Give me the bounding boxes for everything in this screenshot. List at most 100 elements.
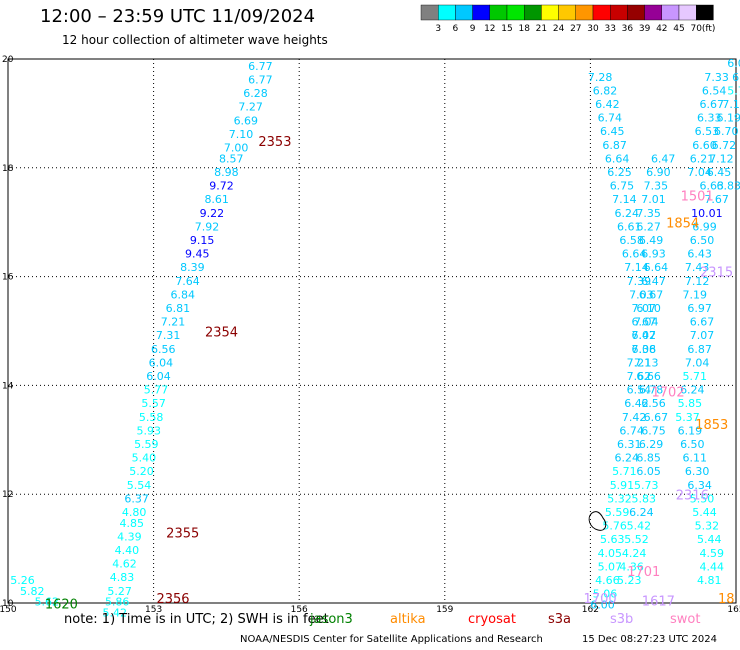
wave-height-label: 9.45	[185, 248, 210, 261]
wave-height-label: 5.32	[695, 520, 720, 533]
wave-height-label: 6.67	[644, 411, 669, 424]
wave-height-label: 5.26	[10, 574, 35, 587]
wave-height-label: 7.28	[588, 71, 613, 84]
x-tick-label: 156	[291, 605, 308, 615]
wave-height-label: 5.44	[692, 506, 717, 519]
wave-height-label: 5.77	[144, 384, 169, 397]
wave-height-label: 6.53	[695, 125, 720, 138]
wave-height-label: 8.39	[180, 261, 205, 274]
colorbar-swatch	[610, 4, 628, 21]
wave-height-label: 6.64	[622, 248, 647, 261]
wave-height-label: 4.24	[622, 547, 647, 560]
wave-height-label: 5.82	[20, 585, 45, 598]
wave-height-label: 7.43	[685, 261, 710, 274]
sat-legend-swot: swot	[670, 612, 701, 627]
colorbar-tick-label: 36	[622, 24, 634, 34]
colorbar-swatch	[438, 4, 456, 21]
wave-height-label: 5.58	[139, 411, 164, 424]
colorbar-swatch	[627, 4, 645, 21]
colorbar-unit: (ft)	[702, 24, 716, 34]
wave-height-label: 5.73	[634, 479, 659, 492]
wave-height-label: 7.10	[229, 128, 254, 141]
wave-height-label: 6.67	[690, 316, 715, 329]
wave-height-label: 6.99	[692, 220, 717, 233]
wave-height-label: 4.39	[117, 530, 142, 543]
wave-height-label: 5.62	[35, 596, 60, 609]
colorbar-tick-label: 30	[587, 24, 599, 34]
wave-height-label: 6.33	[697, 112, 722, 125]
wave-height-label: 6.64	[644, 261, 669, 274]
colorbar-swatch	[696, 4, 714, 21]
track-label: 1702	[652, 385, 685, 400]
y-tick-label: 14	[2, 381, 14, 391]
colorbar-tick-label: 6	[453, 24, 459, 34]
wave-height-label: 7.07	[632, 302, 657, 315]
wave-height-label: 9.15	[190, 234, 215, 247]
wave-height-label: 7.35	[644, 180, 669, 193]
x-tick-label: 159	[436, 605, 453, 615]
wave-height-label: 5.42	[627, 520, 652, 533]
colorbar-tick-label: 24	[553, 24, 565, 34]
colorbar-tick-label: 9	[470, 24, 476, 34]
colorbar-swatch	[661, 4, 680, 21]
wave-height-label: 5.37	[675, 411, 700, 424]
track-label: 2355	[166, 527, 199, 542]
colorbar-swatch	[420, 4, 439, 21]
wave-height-label: 7.42	[622, 411, 647, 424]
colorbar-tick-label: 27	[570, 24, 581, 34]
track-label: 1700	[584, 592, 617, 607]
wave-height-label: 6.42	[595, 98, 620, 111]
wave-height-label: 7.03	[629, 288, 654, 301]
wave-height-label: 5.85	[678, 397, 703, 410]
wave-height-label: 6.70	[714, 125, 739, 138]
wave-height-label: 4.36	[619, 560, 644, 573]
wave-height-label: 5.06	[593, 588, 618, 601]
track-label: 2353	[258, 135, 291, 150]
track-label: 1617	[642, 595, 675, 610]
colorbar-tick-label: 70	[690, 24, 702, 34]
wave-height-label: 6.43	[687, 248, 712, 261]
wave-height-label: 7.06	[632, 343, 657, 356]
wave-height-label: 7.31	[156, 329, 181, 342]
wave-height-label: 7.19	[682, 288, 707, 301]
x-tick-label: 150	[0, 605, 17, 615]
wave-height-label: 7.39	[627, 275, 652, 288]
timestamp-text: 15 Dec 08:27:23 UTC 2024	[582, 634, 717, 645]
colorbar-tick-label: 15	[501, 24, 512, 34]
wave-height-label: 6.49	[639, 234, 664, 247]
colorbar-tick-label: 18	[518, 24, 530, 34]
wave-height-label: 6.87	[687, 343, 712, 356]
wave-height-label: 6.67	[639, 288, 664, 301]
colorbar-swatch	[592, 4, 611, 21]
track-label: 1854	[666, 217, 699, 232]
wave-height-label: 6.0	[727, 57, 740, 70]
wave-height-label: 6.42	[624, 397, 649, 410]
y-tick-label: 16	[2, 273, 14, 283]
wave-height-label: 7.21	[161, 316, 186, 329]
track-label: 2356	[156, 592, 189, 607]
wave-height-label: 6.21	[690, 152, 715, 165]
wave-height-label: 7.64	[175, 275, 200, 288]
wave-height-label: 5.20	[129, 465, 154, 478]
page-title: 12:00 – 23:59 UTC 11/09/2024	[40, 6, 316, 27]
island-outline	[588, 511, 607, 531]
wave-height-label: 5.32	[607, 492, 632, 505]
wave-height-label: 5.23	[617, 574, 642, 587]
colorbar-tick-label: 12	[484, 24, 495, 34]
wave-height-label: 6.47	[651, 152, 676, 165]
wave-height-label: 6.50	[690, 234, 715, 247]
wave-height-label: 6.45	[707, 166, 732, 179]
wave-height-label: 6.74	[619, 424, 644, 437]
wave-height-label: 6.78	[639, 384, 664, 397]
wave-height-label: 7.13	[634, 356, 659, 369]
wave-height-label: 5.44	[697, 533, 722, 546]
wave-height-label: 6.34	[687, 479, 712, 492]
wave-height-label: 9.72	[209, 180, 234, 193]
wave-height-label: 5.71	[682, 370, 707, 383]
plot-frame	[7, 58, 737, 604]
wave-height-label: 4.81	[697, 574, 722, 587]
sat-legend-altika: altika	[390, 612, 426, 627]
wave-height-label: 5.7	[727, 84, 740, 97]
wave-height-label: 7.12	[685, 275, 710, 288]
